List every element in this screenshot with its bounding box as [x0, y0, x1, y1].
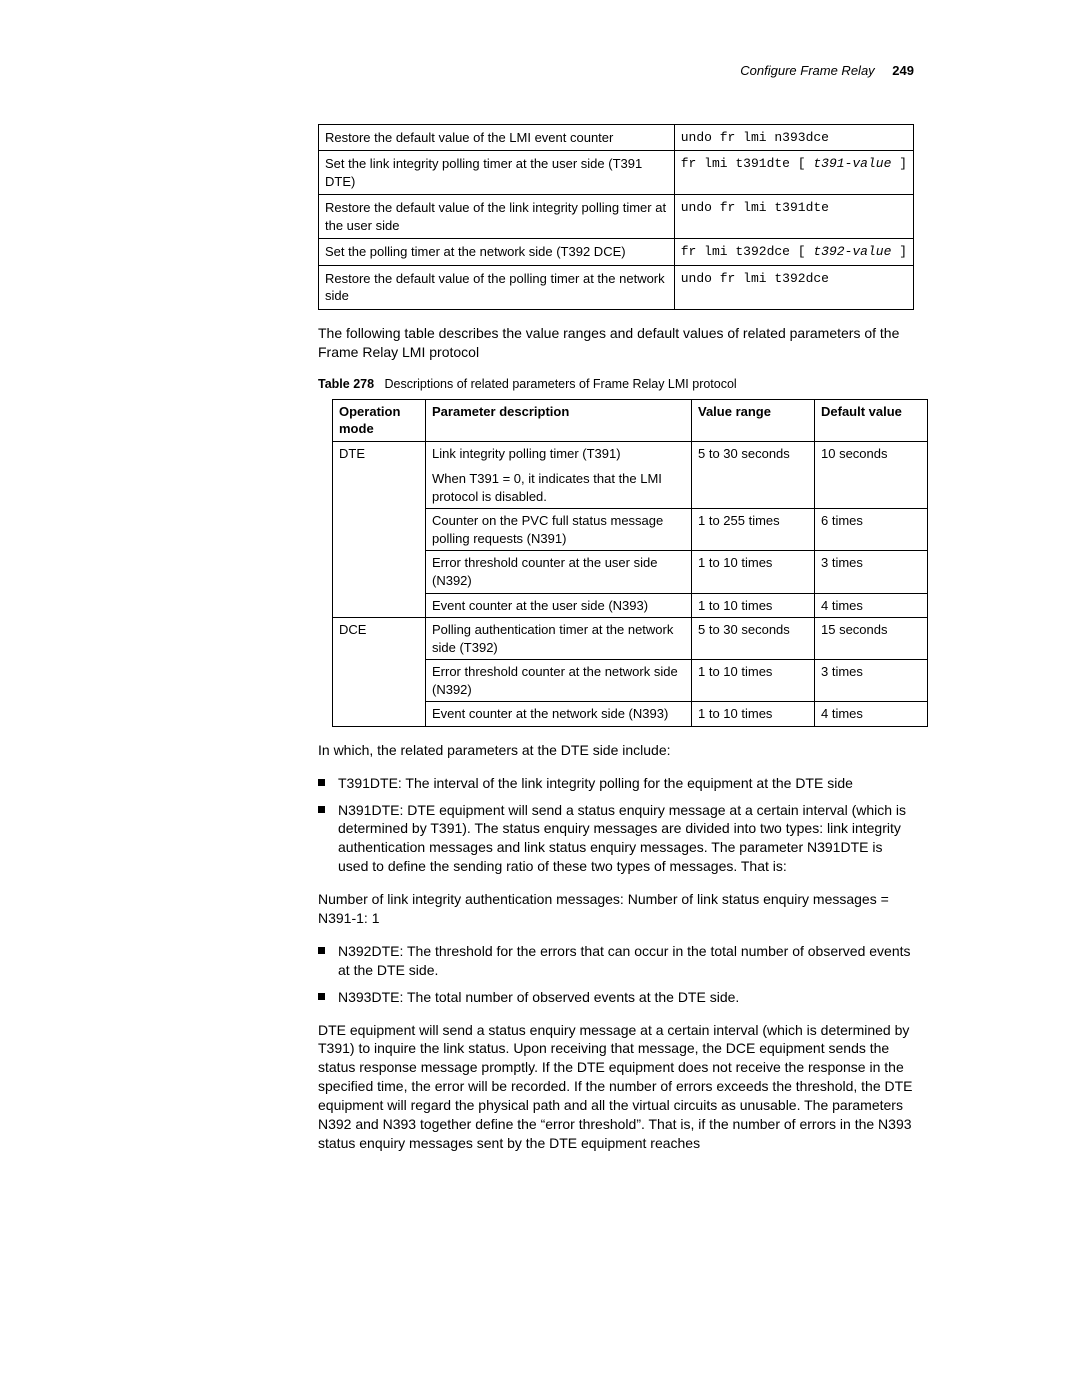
- bullet-list-2: N392DTE: The threshold for the errors th…: [318, 942, 914, 1007]
- col-range: Value range: [692, 399, 815, 441]
- params-row: DTELink integrity polling timer (T391)Wh…: [333, 441, 928, 509]
- bullet-item: N391DTE: DTE equipment will send a statu…: [318, 801, 914, 877]
- col-opmode: Operation mode: [333, 399, 426, 441]
- param-default: 3 times: [815, 551, 928, 593]
- bullet-item: N393DTE: The total number of observed ev…: [318, 988, 914, 1007]
- mid-paragraph: Number of link integrity authentication …: [318, 890, 914, 928]
- col-opmode-l1: Operation: [339, 404, 400, 419]
- param-range: 1 to 10 times: [692, 593, 815, 618]
- page-header: Configure Frame Relay 249: [318, 62, 914, 80]
- header-page-number: 249: [892, 63, 914, 78]
- col-param: Parameter description: [426, 399, 692, 441]
- command-syntax: undo fr lmi t392dce: [674, 265, 913, 309]
- command-desc: Set the link integrity polling timer at …: [319, 151, 675, 195]
- param-range: 5 to 30 seconds: [692, 618, 815, 660]
- command-desc: Restore the default value of the link in…: [319, 195, 675, 239]
- param-desc: Link integrity polling timer (T391)When …: [426, 441, 692, 509]
- command-syntax: fr lmi t391dte [ t391-value ]: [674, 151, 913, 195]
- param-desc: Event counter at the network side (N393): [426, 702, 692, 727]
- col-default: Default value: [815, 399, 928, 441]
- param-default: 15 seconds: [815, 618, 928, 660]
- param-range: 1 to 10 times: [692, 702, 815, 727]
- command-row: Restore the default value of the LMI eve…: [319, 124, 914, 151]
- header-section: Configure Frame Relay: [740, 63, 874, 78]
- params-table: Operation mode Parameter description Val…: [332, 399, 928, 727]
- caption-text: Descriptions of related parameters of Fr…: [384, 377, 736, 391]
- intro-paragraph: The following table describes the value …: [318, 324, 914, 362]
- command-table-body: Restore the default value of the LMI eve…: [319, 124, 914, 309]
- command-desc: Restore the default value of the polling…: [319, 265, 675, 309]
- bullet-list-1: T391DTE: The interval of the link integr…: [318, 774, 914, 876]
- params-table-body: DTELink integrity polling timer (T391)Wh…: [333, 441, 928, 726]
- after-table-paragraph: In which, the related parameters at the …: [318, 741, 914, 760]
- table-caption: Table 278 Descriptions of related parame…: [318, 376, 914, 393]
- final-paragraph: DTE equipment will send a status enquiry…: [318, 1021, 914, 1153]
- command-desc: Restore the default value of the LMI eve…: [319, 124, 675, 151]
- command-row: Restore the default value of the link in…: [319, 195, 914, 239]
- param-default: 10 seconds: [815, 441, 928, 509]
- command-row: Set the polling timer at the network sid…: [319, 239, 914, 266]
- col-opmode-l2: mode: [339, 421, 374, 436]
- param-range: 1 to 10 times: [692, 551, 815, 593]
- command-table: Restore the default value of the LMI eve…: [318, 124, 914, 310]
- param-default: 3 times: [815, 660, 928, 702]
- param-default: 4 times: [815, 702, 928, 727]
- caption-label: Table 278: [318, 377, 374, 391]
- param-desc: Polling authentication timer at the netw…: [426, 618, 692, 660]
- bullet-item: N392DTE: The threshold for the errors th…: [318, 942, 914, 980]
- param-range: 5 to 30 seconds: [692, 441, 815, 509]
- param-desc: Error threshold counter at the user side…: [426, 551, 692, 593]
- param-default: 6 times: [815, 509, 928, 551]
- bullet-item: T391DTE: The interval of the link integr…: [318, 774, 914, 793]
- param-desc: Error threshold counter at the network s…: [426, 660, 692, 702]
- param-range: 1 to 10 times: [692, 660, 815, 702]
- param-default: 4 times: [815, 593, 928, 618]
- params-row: DCEPolling authentication timer at the n…: [333, 618, 928, 660]
- opmode-cell: DTE: [333, 441, 426, 617]
- command-row: Restore the default value of the polling…: [319, 265, 914, 309]
- command-row: Set the link integrity polling timer at …: [319, 151, 914, 195]
- param-range: 1 to 255 times: [692, 509, 815, 551]
- command-syntax: fr lmi t392dce [ t392-value ]: [674, 239, 913, 266]
- param-desc: Event counter at the user side (N393): [426, 593, 692, 618]
- command-syntax: undo fr lmi n393dce: [674, 124, 913, 151]
- page: Configure Frame Relay 249 Restore the de…: [0, 0, 1080, 1397]
- content-column: Configure Frame Relay 249 Restore the de…: [318, 62, 914, 1153]
- param-desc: Counter on the PVC full status message p…: [426, 509, 692, 551]
- command-syntax: undo fr lmi t391dte: [674, 195, 913, 239]
- command-desc: Set the polling timer at the network sid…: [319, 239, 675, 266]
- opmode-cell: DCE: [333, 618, 426, 727]
